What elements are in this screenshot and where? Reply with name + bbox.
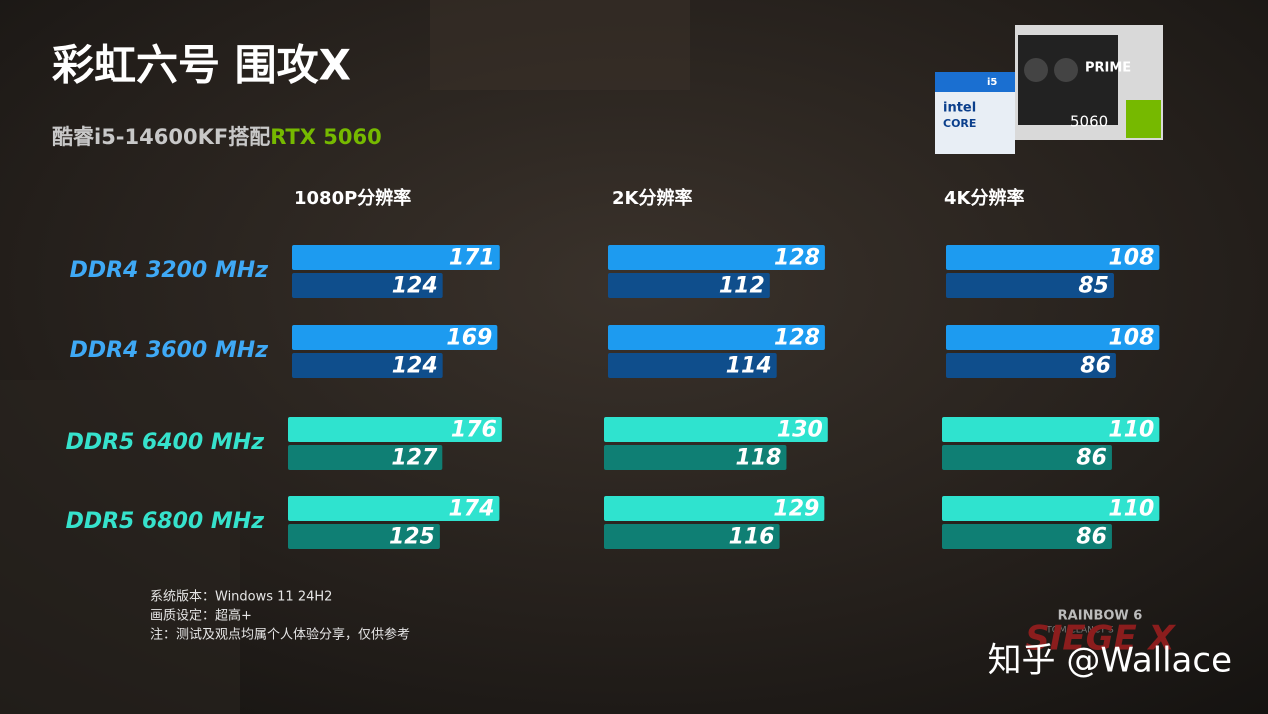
value-label: 174 — [448, 497, 494, 522]
cpu-tier: i5 — [987, 77, 997, 88]
bar — [604, 496, 825, 521]
bar — [942, 445, 1112, 470]
bar — [292, 273, 443, 298]
category-label: DDR5 6800 MHz — [66, 509, 265, 534]
bar — [946, 245, 1160, 270]
panel-title: 4K分辨率 — [944, 187, 1024, 209]
value-label: 108 — [1108, 326, 1154, 351]
value-label: 108 — [1108, 246, 1154, 271]
gpu-brand: PRIME — [1085, 61, 1131, 76]
bar — [292, 353, 443, 378]
cpu-line: CORE — [943, 117, 976, 130]
bar — [604, 524, 780, 549]
value-label: 125 — [389, 525, 435, 550]
cpu-box-band — [935, 72, 1015, 92]
panel-title: 2K分辨率 — [612, 187, 692, 209]
bar — [288, 417, 502, 442]
value-label: 127 — [391, 446, 438, 471]
bar — [608, 353, 777, 378]
category-label: DDR4 3200 MHz — [70, 258, 269, 283]
fan — [1024, 58, 1048, 82]
value-label: 118 — [736, 446, 782, 471]
bar — [608, 325, 825, 350]
category-label: DDR5 6400 MHz — [66, 430, 265, 455]
value-label: 128 — [774, 326, 820, 351]
value-label: 169 — [446, 326, 492, 351]
bar — [608, 245, 825, 270]
cpu-brand: intel — [943, 101, 976, 116]
note: 画质设定：超高+ — [150, 608, 252, 624]
gpu-model: 5060 — [1070, 113, 1108, 131]
value-label: 129 — [773, 497, 819, 522]
background-blur — [430, 0, 690, 90]
value-label: 86 — [1080, 354, 1111, 379]
value-label: 128 — [774, 246, 820, 271]
value-label: 124 — [392, 354, 438, 379]
bar — [288, 445, 443, 470]
value-label: 86 — [1076, 525, 1107, 550]
bar — [288, 524, 440, 549]
panel-title: 1080P分辨率 — [294, 187, 411, 209]
bar — [292, 325, 498, 350]
bar — [946, 325, 1160, 350]
note: 系统版本：Windows 11 24H2 — [150, 590, 332, 605]
value-label: 114 — [726, 354, 772, 379]
note: 注：测试及观点均属个人体验分享，仅供参考 — [150, 627, 410, 643]
value-label: 86 — [1076, 446, 1107, 471]
logo-middle: RAINBOW 6 — [1058, 609, 1143, 624]
logo-top: TOM CLANCY'S — [1045, 626, 1114, 636]
bar — [608, 273, 770, 298]
product-art: i5 intel CORE PRIME 5060 — [935, 25, 1163, 154]
bar — [946, 273, 1114, 298]
value-label: 124 — [392, 274, 438, 299]
bar — [288, 496, 500, 521]
background-blur — [0, 380, 240, 714]
value-label: 112 — [719, 274, 765, 299]
bar — [946, 353, 1116, 378]
subtitle: 酷睿i5-14600KF搭配RTX 5060 — [52, 125, 382, 149]
bar — [604, 417, 828, 442]
value-label: 176 — [451, 418, 497, 443]
title: 彩虹六号 围攻X — [52, 41, 351, 90]
bar — [604, 445, 787, 470]
category-label: DDR4 3600 MHz — [70, 338, 269, 363]
value-label: 110 — [1108, 497, 1154, 522]
value-label: 85 — [1078, 274, 1109, 299]
subtitle-highlight: RTX 5060 — [270, 125, 382, 149]
value-label: 110 — [1108, 418, 1154, 443]
bar — [942, 417, 1160, 442]
value-label: 130 — [777, 418, 823, 443]
bar — [942, 524, 1112, 549]
bar — [292, 245, 500, 270]
logo-main: SIEGE X — [1025, 619, 1176, 659]
bar — [942, 496, 1160, 521]
game-logo: TOM CLANCY'S RAINBOW 6 SIEGE X — [1025, 609, 1176, 659]
value-label: 171 — [449, 246, 495, 271]
subtitle-text: 酷睿i5-14600KF搭配 — [52, 125, 270, 149]
watermark: 知乎 @Wallace — [988, 641, 1232, 681]
notes: 系统版本：Windows 11 24H2 画质设定：超高+ 注：测试及观点均属个人体… — [150, 590, 410, 643]
value-label: 116 — [729, 525, 775, 550]
fan — [1054, 58, 1078, 82]
gpu-badge — [1126, 100, 1161, 138]
